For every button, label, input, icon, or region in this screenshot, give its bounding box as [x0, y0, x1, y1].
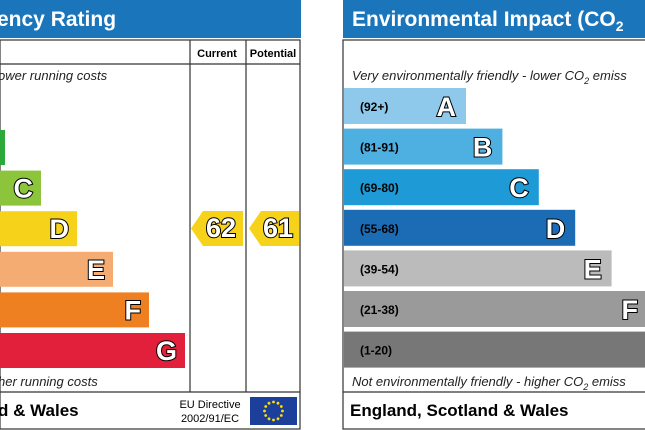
band-range: (69-80)	[360, 181, 399, 195]
right-frame	[342, 39, 645, 430]
right-title: Environmental Impact (CO2	[352, 8, 624, 34]
flag-star	[272, 400, 275, 404]
band-letter: G	[156, 336, 177, 366]
col-potential: Potential	[250, 48, 296, 60]
flag-star	[264, 405, 268, 408]
band-letter: A	[437, 92, 457, 122]
band-letter: D	[546, 214, 566, 244]
flag-star	[263, 409, 266, 413]
rating-value: 61	[263, 213, 293, 243]
band-letter: C	[509, 173, 529, 203]
band-letter: F	[125, 295, 142, 325]
band-range: (92+)	[360, 100, 388, 114]
rating-arrow	[249, 211, 299, 246]
band-range: (55-68)	[360, 222, 399, 236]
band	[0, 333, 185, 368]
top-note: ower running costs	[0, 68, 108, 83]
t: Not environmentally friendly - higher CO	[352, 374, 583, 389]
t: 2	[583, 76, 589, 86]
flag-star	[276, 417, 280, 421]
col-current: Current	[197, 48, 237, 60]
band	[0, 292, 149, 328]
band	[0, 130, 5, 165]
title-text: Environmental Impact (CO	[352, 8, 616, 31]
t: emiss	[588, 374, 626, 389]
band-range: (81-91)	[360, 141, 399, 155]
band	[0, 170, 41, 206]
band	[344, 291, 645, 327]
bottom-note: Not environmentally friendly - higher CO…	[352, 374, 626, 392]
t: 2	[582, 382, 588, 392]
band-range: (21-38)	[360, 303, 399, 317]
band	[344, 128, 503, 165]
band	[344, 209, 576, 246]
eu-flag	[250, 397, 297, 425]
flag-star	[279, 414, 283, 417]
left-footer: d & Wales	[0, 401, 79, 420]
directive: 2002/91/EC	[181, 413, 239, 425]
rating-arrow	[191, 211, 243, 246]
flag-star	[276, 401, 280, 405]
rating-value: 62	[206, 213, 236, 243]
title-sub: 2	[616, 18, 624, 34]
band	[344, 331, 645, 368]
flag-star	[264, 414, 268, 417]
band-letter: B	[473, 133, 493, 163]
flag-star	[272, 418, 275, 422]
band-letter: C	[14, 174, 34, 204]
band-letter: F	[622, 295, 639, 325]
top-note: Very environmentally friendly - lower CO…	[352, 68, 627, 86]
band	[344, 88, 466, 124]
flag-star	[267, 417, 271, 421]
bottom-note: her running costs	[0, 374, 98, 389]
flag-star	[281, 409, 284, 413]
right-header	[343, 0, 645, 38]
left-frame	[0, 39, 301, 430]
t: emiss	[589, 68, 627, 83]
right-footer: England, Scotland & Wales	[350, 401, 569, 420]
flag-star	[267, 401, 271, 405]
band	[344, 169, 539, 206]
band-letter: D	[50, 214, 70, 244]
flag-star	[279, 405, 283, 408]
band-range: (1-20)	[360, 344, 392, 358]
band-letter: E	[584, 254, 602, 284]
left-title: ency Rating	[0, 8, 116, 31]
band-letter: E	[87, 255, 105, 285]
band	[0, 251, 113, 287]
band-range: (39-54)	[360, 262, 399, 276]
t: Very environmentally friendly - lower CO	[352, 68, 584, 83]
left-header	[0, 0, 301, 38]
band	[344, 250, 612, 287]
directive: EU Directive	[179, 399, 240, 411]
band	[0, 211, 77, 247]
